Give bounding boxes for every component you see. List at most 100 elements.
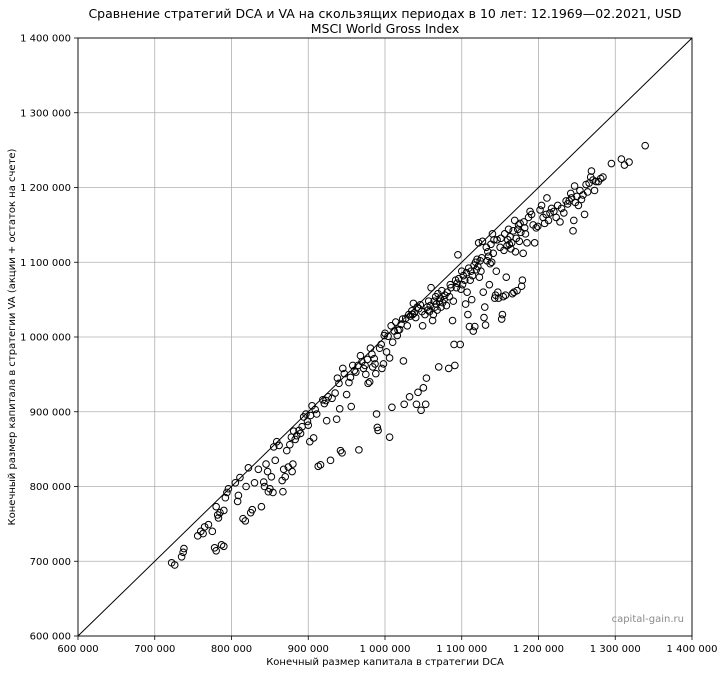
- data-point: [408, 307, 416, 315]
- x-tick-label: 1 100 000: [436, 644, 487, 655]
- data-point: [509, 227, 517, 235]
- data-point: [427, 283, 435, 292]
- data-point: [236, 473, 244, 482]
- data-point: [470, 322, 479, 331]
- data-point: [424, 306, 432, 314]
- y-tick-label: 1 100 000: [20, 258, 71, 269]
- data-point: [499, 292, 507, 301]
- data-point: [519, 249, 527, 258]
- data-point: [399, 357, 408, 365]
- data-point: [567, 194, 576, 202]
- data-point: [444, 364, 453, 373]
- data-point: [333, 374, 342, 382]
- data-point: [288, 467, 296, 476]
- data-point: [523, 239, 531, 247]
- data-point: [493, 236, 501, 244]
- data-point: [543, 194, 551, 202]
- data-point: [272, 437, 281, 446]
- data-point: [179, 548, 187, 557]
- data-point: [395, 325, 404, 334]
- data-point: [485, 280, 494, 289]
- data-point: [424, 297, 433, 305]
- data-point: [177, 552, 186, 561]
- data-point: [445, 292, 454, 301]
- data-point: [458, 280, 467, 289]
- data-point: [348, 361, 357, 370]
- data-point: [331, 389, 339, 397]
- data-point: [513, 286, 521, 295]
- data-point: [517, 282, 526, 290]
- data-point: [447, 283, 455, 292]
- data-point: [511, 247, 520, 256]
- data-point: [241, 517, 250, 525]
- data-point: [304, 421, 313, 430]
- data-point: [234, 491, 243, 500]
- data-point: [336, 446, 345, 455]
- data-point: [449, 297, 458, 305]
- data-point: [378, 364, 386, 373]
- data-point: [498, 310, 507, 319]
- data-point: [400, 400, 408, 409]
- data-point: [309, 434, 318, 442]
- data-point: [434, 363, 443, 371]
- data-point: [281, 472, 290, 481]
- data-point: [596, 174, 605, 183]
- data-point: [350, 366, 359, 375]
- data-point: [419, 384, 428, 392]
- y-tick-label: 900 000: [30, 407, 71, 418]
- data-point: [590, 186, 599, 195]
- data-point: [371, 369, 380, 378]
- data-point: [527, 210, 536, 219]
- data-point: [371, 360, 379, 368]
- data-point: [289, 460, 297, 468]
- data-point: [382, 348, 391, 356]
- data-point: [477, 267, 485, 276]
- data-point: [214, 514, 223, 522]
- data-point: [362, 370, 370, 379]
- data-point: [352, 368, 360, 376]
- data-point: [507, 239, 516, 247]
- data-point: [312, 410, 321, 418]
- data-point: [338, 364, 347, 373]
- data-point: [504, 225, 513, 234]
- data-point: [457, 267, 466, 276]
- data-point: [217, 541, 226, 549]
- data-point: [518, 276, 527, 284]
- data-point: [379, 360, 388, 368]
- data-point: [197, 527, 205, 536]
- y-tick-label: 1 400 000: [20, 34, 71, 45]
- data-point: [583, 188, 592, 196]
- data-point: [474, 239, 483, 247]
- data-point: [462, 268, 471, 277]
- data-point: [355, 446, 363, 454]
- data-point: [429, 310, 438, 319]
- data-point: [231, 478, 240, 487]
- data-point: [398, 315, 407, 323]
- data-point: [212, 546, 220, 555]
- data-point: [311, 405, 319, 414]
- x-tick-label: 1 200 000: [513, 644, 564, 655]
- data-point: [364, 379, 372, 388]
- data-point: [170, 561, 179, 569]
- y-tick-label: 700 000: [30, 557, 71, 568]
- data-point: [335, 379, 343, 388]
- data-point: [492, 267, 501, 276]
- data-point: [346, 373, 355, 382]
- x-tick-label: 700 000: [134, 644, 175, 655]
- data-point: [437, 303, 445, 311]
- data-point: [557, 204, 566, 213]
- data-point: [479, 288, 488, 296]
- data-point: [494, 294, 503, 302]
- data-point: [451, 361, 459, 370]
- data-point: [291, 435, 300, 444]
- data-point: [414, 388, 422, 397]
- data-point: [377, 340, 385, 349]
- data-point: [574, 201, 583, 210]
- data-point: [537, 201, 546, 210]
- data-point: [324, 393, 333, 401]
- data-point: [385, 433, 394, 441]
- data-point: [250, 478, 259, 487]
- data-point: [516, 219, 524, 228]
- data-point: [374, 426, 382, 435]
- data-point: [520, 218, 528, 226]
